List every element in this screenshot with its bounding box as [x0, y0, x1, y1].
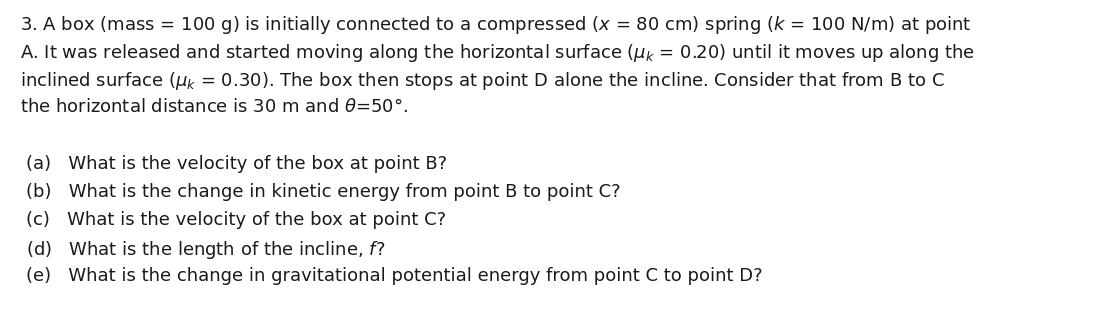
Text: the horizontal distance is 30 m and $\theta$=50°.: the horizontal distance is 30 m and $\th… [20, 98, 408, 116]
Text: A. It was released and started moving along the horizontal surface ($\mu_k$ = 0.: A. It was released and started moving al… [20, 42, 975, 64]
Text: (e)   What is the change in gravitational potential energy from point C to point: (e) What is the change in gravitational … [26, 267, 763, 285]
Text: 3. A box (mass = 100 g) is initially connected to a compressed ($x$ = 80 cm) spr: 3. A box (mass = 100 g) is initially con… [20, 14, 971, 36]
Text: (d)   What is the length of the incline, $f$?: (d) What is the length of the incline, $… [26, 239, 385, 261]
Text: inclined surface ($\mu_k$ = 0.30). The box then stops at point D alone the incli: inclined surface ($\mu_k$ = 0.30). The b… [20, 70, 944, 92]
Text: (a)   What is the velocity of the box at point B?: (a) What is the velocity of the box at p… [26, 155, 447, 173]
Text: (c)   What is the velocity of the box at point C?: (c) What is the velocity of the box at p… [26, 211, 446, 229]
Text: (b)   What is the change in kinetic energy from point B to point C?: (b) What is the change in kinetic energy… [26, 183, 621, 201]
